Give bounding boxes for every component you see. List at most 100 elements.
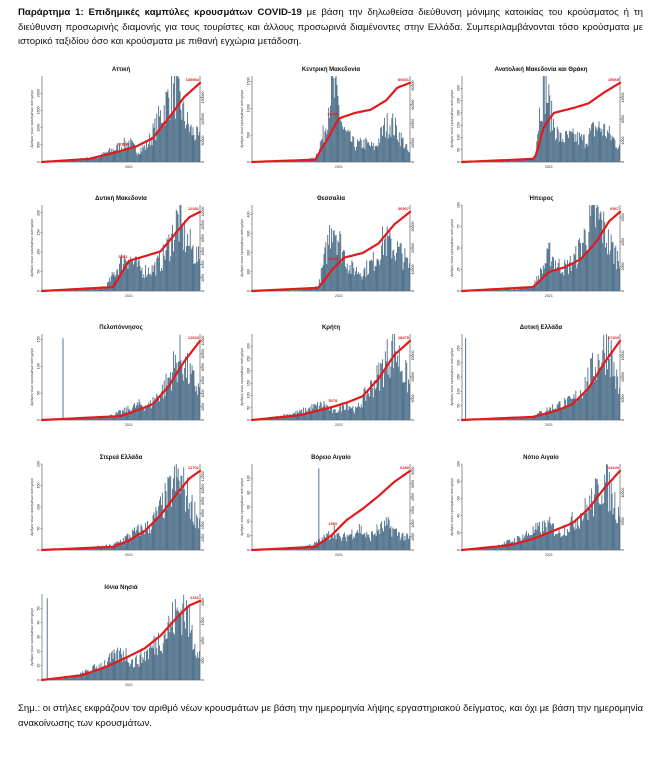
daily-bar [344,127,345,162]
daily-bar [593,205,595,291]
daily-bar [96,669,98,680]
daily-bar [76,159,78,162]
daily-bar [102,417,104,420]
daily-bar [560,132,562,162]
daily-bar [586,251,588,291]
daily-bar [360,276,362,291]
daily-bar [562,139,564,162]
cumulative-end-label: 12701 [188,465,200,470]
daily-bar [545,76,547,162]
daily-bar [554,536,555,550]
daily-bar [508,160,510,162]
daily-bar [571,262,573,291]
daily-bar [381,363,383,420]
y-tick-label: 50 [457,404,461,408]
daily-bar [575,246,577,291]
daily-bar [314,287,316,291]
y-tick-label: 1000 [247,104,251,112]
daily-bar [70,677,72,680]
daily-bar [357,533,359,550]
daily-bar [396,355,398,420]
y2-tick-label: 4000 [201,390,205,398]
daily-bar [616,522,618,550]
daily-bar [341,121,343,162]
chart-title: Ήπειρος [528,196,553,202]
daily-bar [106,666,108,680]
daily-bar [278,417,279,420]
cumulative-end-label: 12633 [188,335,200,340]
daily-bar [163,518,165,550]
y-tick-label: 50 [457,148,461,152]
daily-bar [116,144,118,162]
daily-bar [294,290,296,291]
y-tick-label: 200 [37,210,41,216]
y-axis-label: Αριθμός νέων κρουσμάτων ανά ημέρα [30,478,34,536]
daily-bar [282,416,284,420]
daily-bar [398,246,400,291]
daily-bar [299,548,301,550]
y-tick-label: 0 [457,290,461,292]
daily-bar [58,678,60,680]
daily-bar [593,375,594,420]
daily-bar [376,145,378,162]
daily-bar [96,289,98,291]
daily-bar [158,257,160,291]
daily-bar [97,670,99,680]
daily-bar [392,334,394,420]
daily-bar [558,141,560,162]
y-tick-label: 20 [37,649,41,653]
daily-bar [190,630,192,680]
daily-bar [401,138,403,162]
daily-bar [343,534,344,550]
daily-bar [572,128,574,162]
daily-bar [130,257,132,291]
x-axis-label: 2021 [335,423,343,427]
y-axis-label: Αριθμός νέων κρουσμάτων ανά ημέρα [450,90,454,148]
daily-bar [141,526,143,550]
daily-bar [344,409,346,420]
daily-bar [610,482,612,550]
daily-bar [88,671,90,680]
daily-bar [383,117,385,162]
daily-bar [189,229,191,291]
daily-bar [388,363,390,420]
daily-bar [129,666,131,680]
daily-bar [180,205,182,291]
daily-bar [78,676,80,680]
daily-bar [344,532,345,550]
daily-bar [617,376,619,420]
daily-bar [573,253,575,291]
daily-bar [513,418,515,420]
daily-bar [102,154,104,162]
daily-bar [554,260,556,291]
daily-bar [140,649,142,680]
daily-bar [112,148,114,162]
daily-bar [327,405,329,420]
daily-bar [128,409,130,420]
cumulative-end-label: 185984 [186,77,200,82]
daily-bar [404,381,406,420]
daily-bar [531,534,533,550]
daily-bar [502,160,504,162]
daily-bar [350,408,352,420]
daily-bar [73,675,75,680]
daily-bar [510,418,512,420]
daily-bar [552,256,554,291]
daily-bar [178,78,180,162]
y2-tick-label: 4000 [201,261,205,269]
daily-bar [528,417,530,420]
daily-bar [148,133,150,162]
y2-tick-label: 20000 [411,138,415,148]
daily-bar [396,252,397,291]
daily-bar [592,122,594,162]
daily-bar [606,254,608,291]
y-tick-label: 150 [37,336,41,342]
daily-bar [394,255,396,291]
y-tick-label: 60 [457,496,461,500]
daily-bar [504,544,506,550]
daily-bars [462,464,620,550]
daily-bar [178,480,180,550]
daily-bar [365,277,367,291]
daily-bar [409,536,410,550]
